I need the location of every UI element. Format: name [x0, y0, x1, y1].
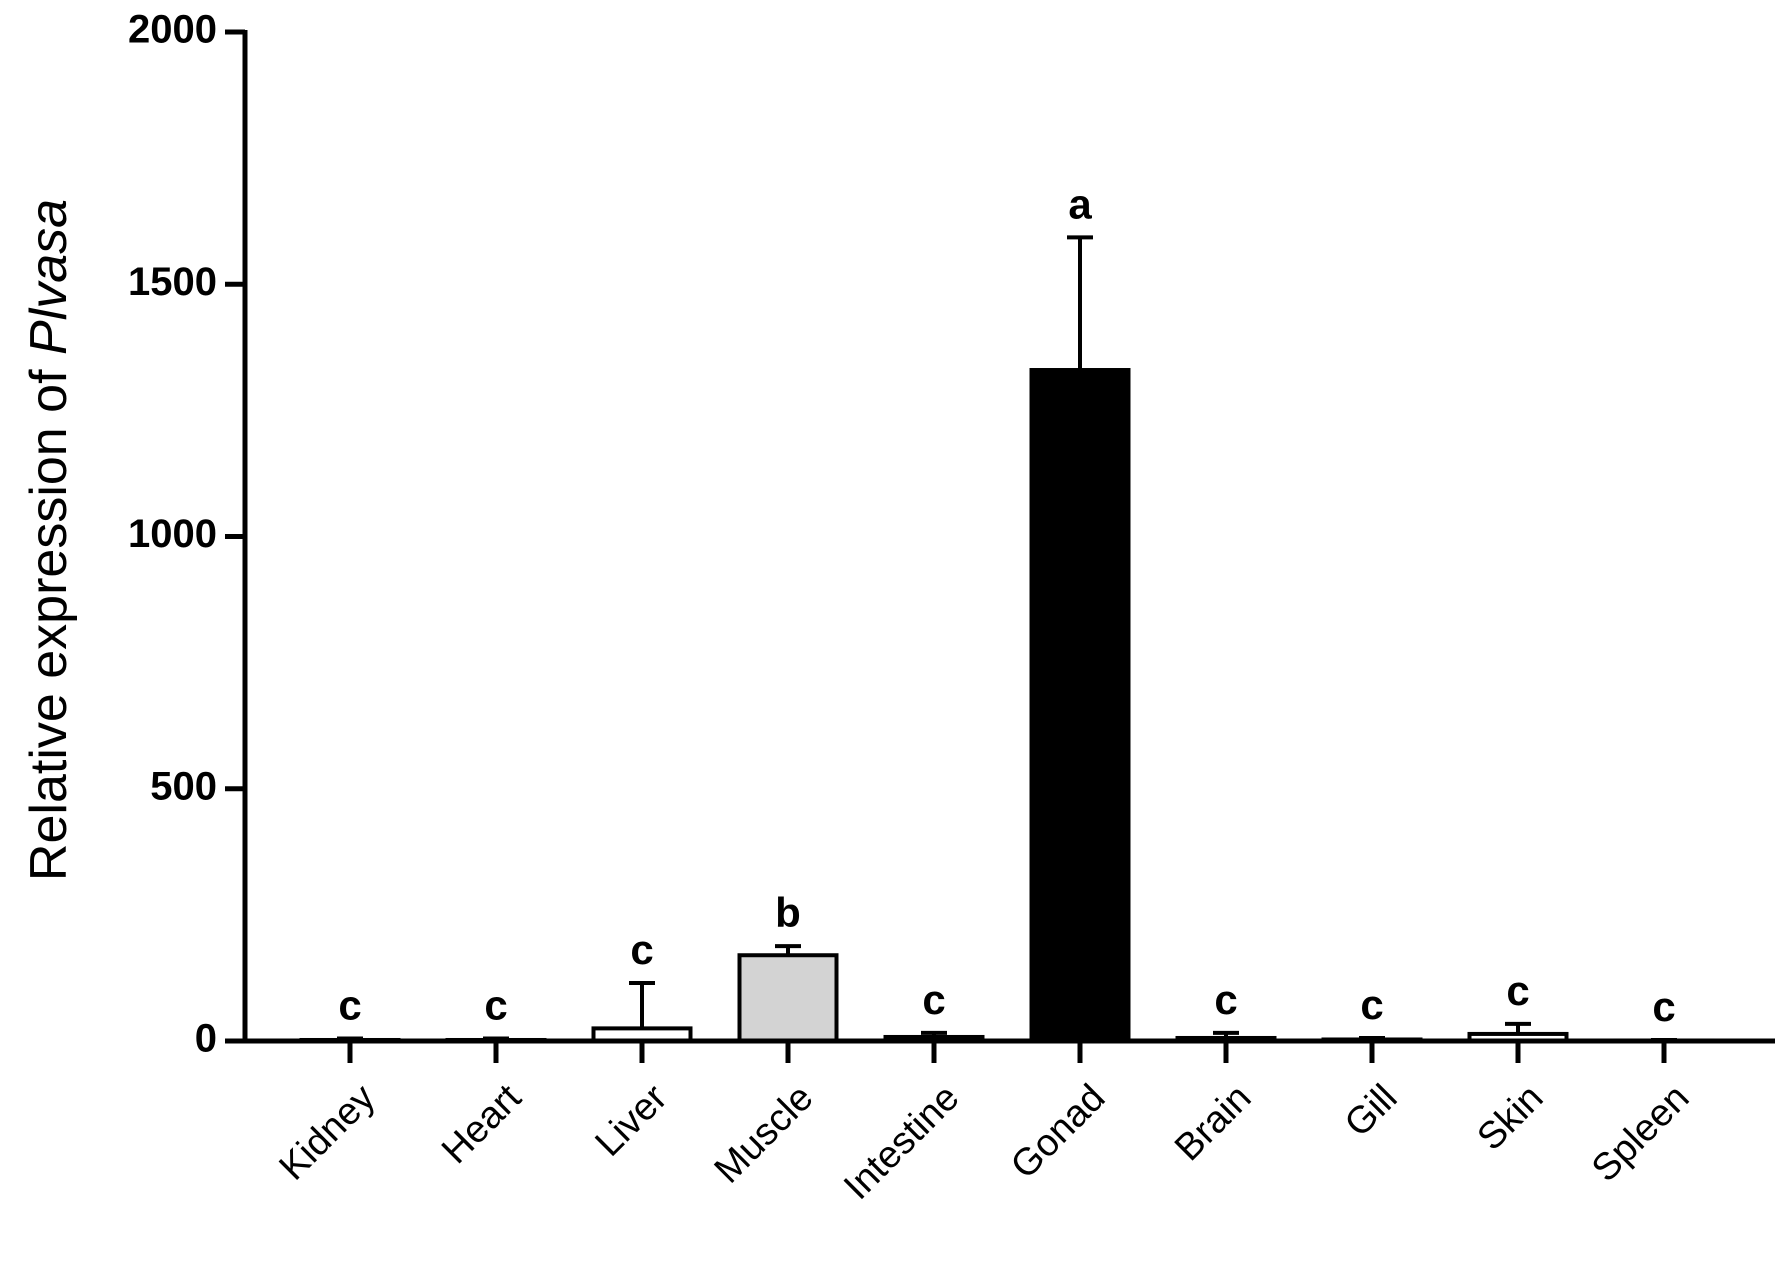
x-tick-label: Spleen [1584, 1077, 1697, 1190]
bar [1029, 368, 1131, 1043]
significance-label: c [1214, 976, 1237, 1023]
y-axis-label: Relative expression of Plvasa [20, 199, 78, 881]
significance-label: c [1652, 983, 1675, 1030]
x-tick-label: Brain [1167, 1077, 1259, 1169]
y-tick-label: 1500 [128, 260, 217, 304]
x-tick-label: Heart [434, 1076, 530, 1172]
x-tick-label: Skin [1469, 1077, 1551, 1159]
significance-label: c [922, 976, 945, 1023]
x-tick-label: Gill [1337, 1077, 1406, 1146]
y-tick-label: 500 [150, 764, 217, 808]
x-tick-label: Liver [588, 1077, 676, 1165]
significance-label: c [484, 982, 507, 1029]
significance-label: c [1360, 981, 1383, 1028]
y-axis-label-text: Relative expression of [20, 355, 78, 881]
significance-label: c [630, 926, 653, 973]
x-tick-label: Gonad [1003, 1077, 1113, 1187]
significance-label: c [1506, 967, 1529, 1014]
x-tick-label: Intestine [836, 1077, 967, 1208]
y-tick-label: 0 [195, 1017, 217, 1061]
x-tick-label: Kidney [272, 1077, 384, 1189]
y-tick-label: 2000 [128, 8, 217, 52]
significance-label: a [1068, 180, 1092, 227]
y-axis-label-italic: Plvasa [20, 199, 78, 355]
significance-label: b [775, 889, 801, 936]
y-tick-label: 1000 [128, 512, 217, 556]
significance-label: c [338, 982, 361, 1029]
x-tick-label: Muscle [707, 1077, 822, 1192]
bar [737, 953, 839, 1043]
